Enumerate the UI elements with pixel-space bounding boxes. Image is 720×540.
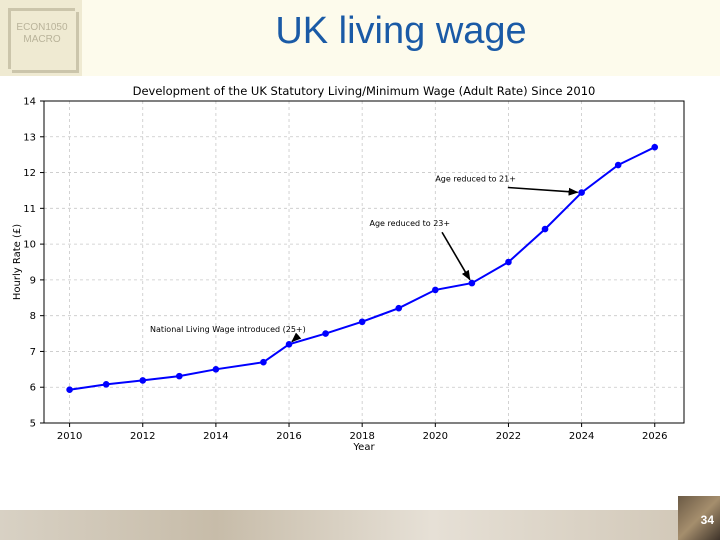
y-tick-label: 6 (30, 383, 36, 394)
slide-title: UK living wage (275, 10, 527, 52)
annotation-label: Age reduced to 23+ (369, 219, 450, 228)
annotation-arrow (291, 332, 302, 343)
x-tick-label: 2016 (276, 431, 301, 442)
y-tick-label: 9 (30, 275, 36, 286)
data-point (578, 189, 585, 196)
data-point (66, 386, 73, 394)
data-point (468, 279, 476, 287)
x-axis-label: Year (352, 442, 375, 453)
y-tick-label: 12 (23, 168, 36, 179)
data-point (395, 304, 403, 312)
annotations: National Living Wage introduced (25+) Age… (150, 175, 579, 343)
annotation-arrow (507, 186, 579, 196)
data-point (651, 143, 659, 151)
page-number: 34 (700, 513, 714, 527)
y-tick-label: 11 (23, 204, 36, 215)
title-band (82, 0, 720, 76)
annotation-label: Age reduced to 21+ (435, 175, 516, 184)
wage-chart: Development of the UK Statutory Living/M… (12, 84, 685, 453)
x-axis: 2010 2012 2014 2016 2018 2020 2022 2024 2026 (57, 423, 667, 442)
y-axis: 5 6 7 8 9 10 11 12 13 14 (23, 97, 44, 430)
data-point (541, 225, 549, 233)
y-tick-label: 5 (30, 419, 36, 430)
footer-thumbnail (678, 496, 720, 540)
y-axis-label: Hourly Rate (£) (12, 224, 23, 300)
x-tick-label: 2018 (349, 431, 374, 442)
x-tick-label: 2020 (423, 431, 448, 442)
x-tick-label: 2014 (203, 431, 228, 442)
data-point (176, 372, 183, 380)
data-point (139, 377, 147, 384)
y-tick-label: 13 (23, 132, 36, 143)
x-tick-label: 2024 (569, 431, 594, 442)
x-tick-label: 2010 (57, 431, 82, 442)
grid-layer (44, 100, 684, 424)
annotation-arrow (441, 231, 471, 281)
data-point (432, 286, 439, 294)
wage-points (66, 143, 659, 394)
data-point (505, 258, 512, 266)
data-point (322, 330, 329, 337)
plot-frame (43, 100, 685, 424)
data-point (212, 366, 220, 373)
x-tick-label: 2026 (642, 431, 667, 442)
logo-line-1: ECON1050 (16, 22, 68, 33)
y-tick-label: 10 (23, 240, 36, 251)
logo-frame-shadow (12, 12, 79, 73)
logo-line-2: MACRO (23, 34, 61, 45)
data-point (358, 318, 366, 326)
x-tick-label: 2012 (130, 431, 155, 442)
data-point (102, 381, 110, 388)
logo-text: ECON1050 MACRO (12, 22, 72, 46)
annotation-label: National Living Wage introduced (25+) (150, 325, 306, 334)
footer-strip (0, 510, 720, 540)
y-tick-label: 14 (23, 97, 36, 108)
data-point (285, 340, 293, 348)
course-logo: ECON1050 MACRO (0, 0, 82, 76)
chart-title: Development of the UK Statutory Living/M… (133, 84, 596, 98)
x-tick-label: 2022 (496, 431, 521, 442)
data-point (614, 161, 622, 169)
logo-frame (8, 8, 75, 69)
y-tick-label: 8 (30, 311, 36, 322)
y-tick-label: 7 (30, 347, 36, 358)
data-point (260, 358, 267, 366)
